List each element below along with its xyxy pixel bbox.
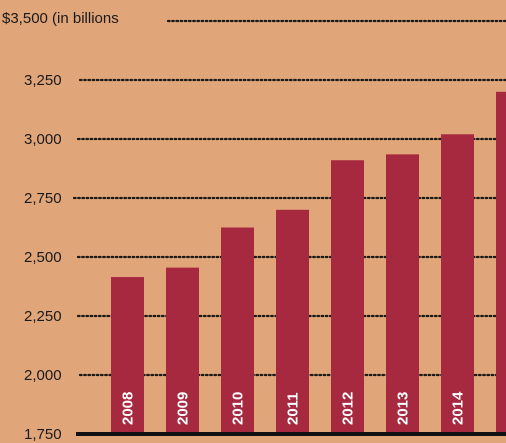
y-axis-top-label: $3,500 (in billions [2, 10, 119, 27]
y-tick-label: 2,250 [24, 308, 62, 325]
bar-label-2011: 2011 [285, 392, 302, 425]
bar-label-2009: 2009 [175, 392, 192, 425]
bar-label-2014: 2014 [450, 391, 467, 425]
bar-2009 [166, 267, 199, 434]
y-tick-label: 2,000 [24, 367, 62, 384]
y-tick-label: 2,750 [24, 190, 62, 207]
bar-label-2010: 2010 [230, 392, 247, 425]
bar-label-2012: 2012 [340, 392, 357, 425]
y-tick-label: 3,250 [24, 72, 62, 89]
bar-2008 [111, 277, 144, 434]
bar-2015 [496, 91, 506, 435]
bar-2013 [386, 154, 419, 434]
bar-2011 [276, 209, 309, 434]
bar-label-2013: 2013 [395, 392, 412, 425]
bars: 2008 2009 2010 2011 2012 2013 2014 2015 [111, 91, 506, 435]
bar-label-2015: 2015 [505, 392, 506, 425]
y-tick-label: 1,750 [24, 426, 62, 443]
y-tick-labels: 1,750 2,000 2,250 2,500 2,750 3,000 3,250 [24, 72, 62, 443]
y-tick-label: 2,500 [24, 249, 62, 266]
bar-2012 [331, 160, 364, 435]
y-tick-label: 3,000 [24, 131, 62, 148]
bar-2010 [221, 227, 254, 434]
bar-2014 [441, 134, 474, 434]
bar-label-2008: 2008 [120, 392, 137, 425]
